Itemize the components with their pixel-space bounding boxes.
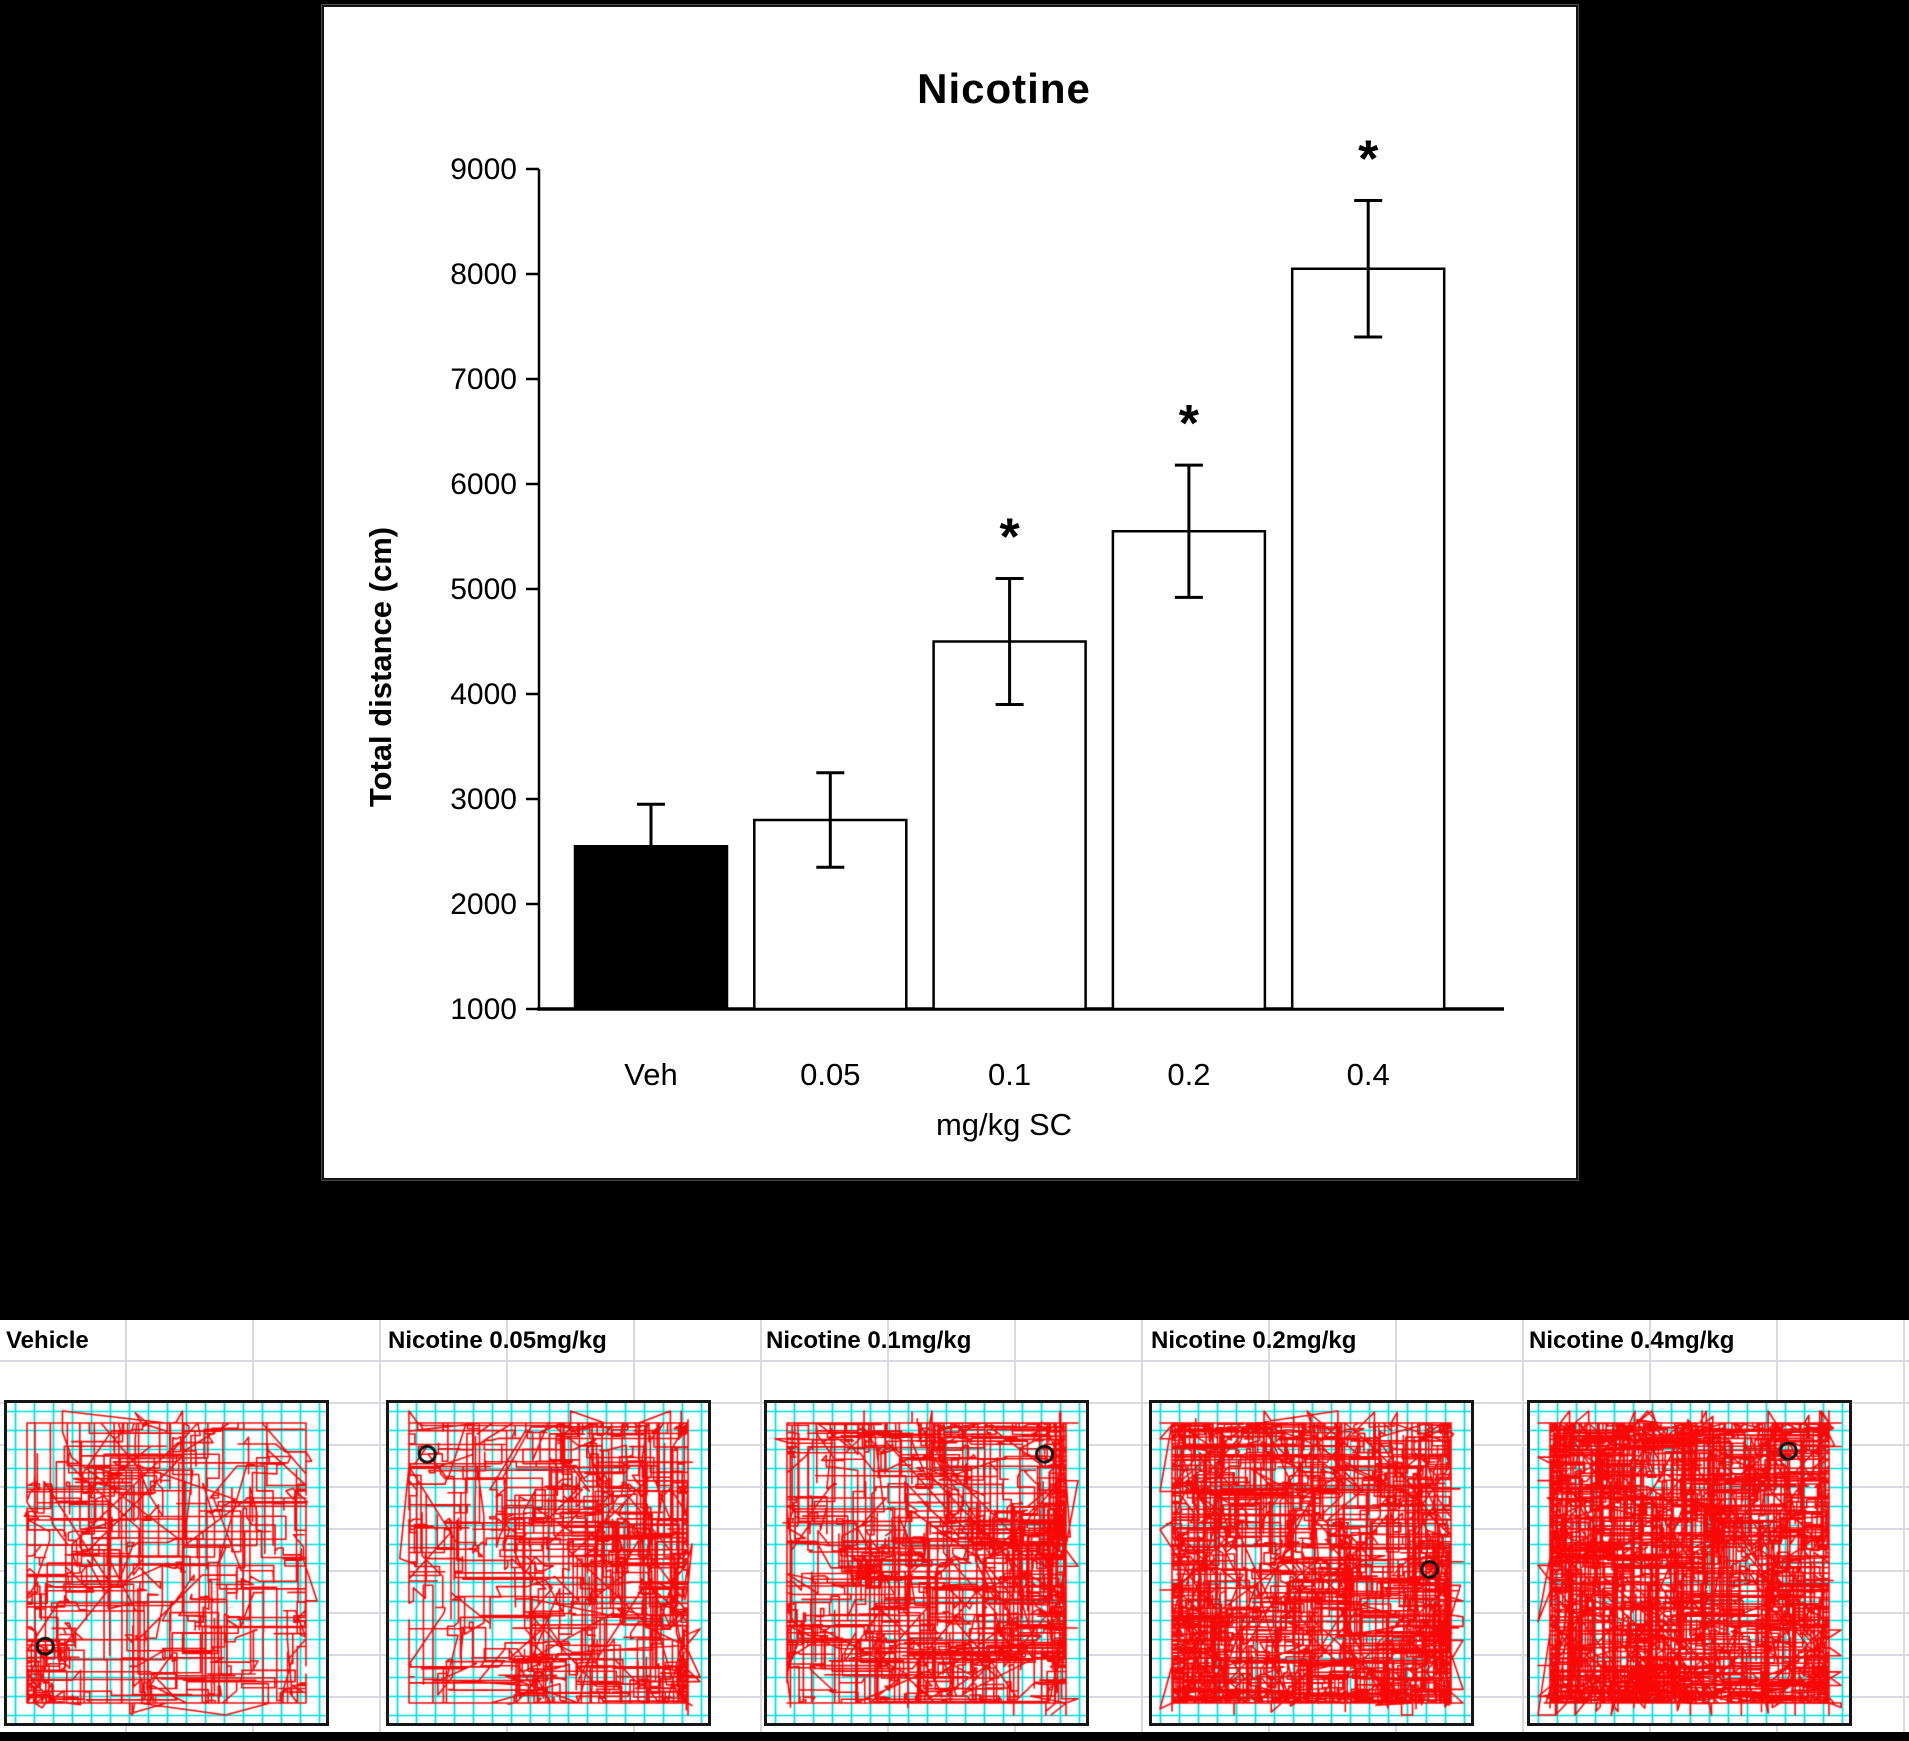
y-tick-label-2000: 2000 [450, 888, 517, 921]
trace-panel-label-1: Nicotine 0.05mg/kg [388, 1327, 607, 1354]
significance-asterisk-0.1: * [999, 509, 1020, 567]
y-tick-label-3000: 3000 [450, 783, 517, 816]
trace-panel-label-3: Nicotine 0.2mg/kg [1151, 1327, 1357, 1354]
y-tick-label-5000: 5000 [450, 573, 517, 606]
trace-panel-4 [1527, 1400, 1852, 1726]
activity-trace-canvas-0 [7, 1403, 326, 1723]
trace-panel-1 [386, 1400, 711, 1726]
trace-panel-0 [4, 1400, 329, 1726]
activity-trace-canvas-4 [1530, 1403, 1849, 1723]
trace-panel-label-4: Nicotine 0.4mg/kg [1529, 1327, 1735, 1354]
trace-panel-2 [764, 1400, 1089, 1726]
y-tick-label-8000: 8000 [450, 258, 517, 291]
trace-panel-label-0: Vehicle [6, 1327, 89, 1354]
bar-chart-svg: 1000 2000 3000 4000 5000 6000 7000 8000 9000 Veh 0… [450, 131, 1504, 1092]
significance-asterisk-0.2: * [1179, 395, 1200, 453]
x-category-label-0.05: 0.05 [800, 1057, 860, 1092]
activity-trace-canvas-3 [1152, 1403, 1471, 1723]
activity-trace-canvas-1 [389, 1403, 708, 1723]
bar-0.4 [1290, 267, 1446, 1011]
significance-asterisk-0.4: * [1358, 131, 1379, 189]
x-category-label-0.4: 0.4 [1347, 1057, 1390, 1092]
bar-0.2 [1111, 530, 1267, 1011]
y-tick-label-7000: 7000 [450, 363, 517, 396]
bar-chart-panel: Nicotine Total distance (cm) 1000 2000 300… [322, 5, 1578, 1180]
x-category-label-Veh: Veh [624, 1057, 677, 1092]
trace-sheet: Vehicle Nicotine 0.05mg/kg Nicotine 0.1mg/… [0, 1320, 1909, 1732]
x-axis-title: mg/kg SC [935, 1107, 1073, 1142]
trace-panel-label-2: Nicotine 0.1mg/kg [766, 1327, 972, 1354]
x-category-label-0.2: 0.2 [1167, 1057, 1210, 1092]
chart-title: Nicotine [917, 65, 1091, 112]
y-tick-label-1000: 1000 [450, 993, 517, 1026]
x-category-label-0.1: 0.1 [988, 1057, 1031, 1092]
y-tick-label-9000: 9000 [450, 153, 517, 186]
y-tick-label-6000: 6000 [450, 468, 517, 501]
trace-panel-3 [1149, 1400, 1474, 1726]
activity-trace-canvas-2 [767, 1403, 1086, 1723]
y-tick-label-4000: 4000 [450, 678, 517, 711]
